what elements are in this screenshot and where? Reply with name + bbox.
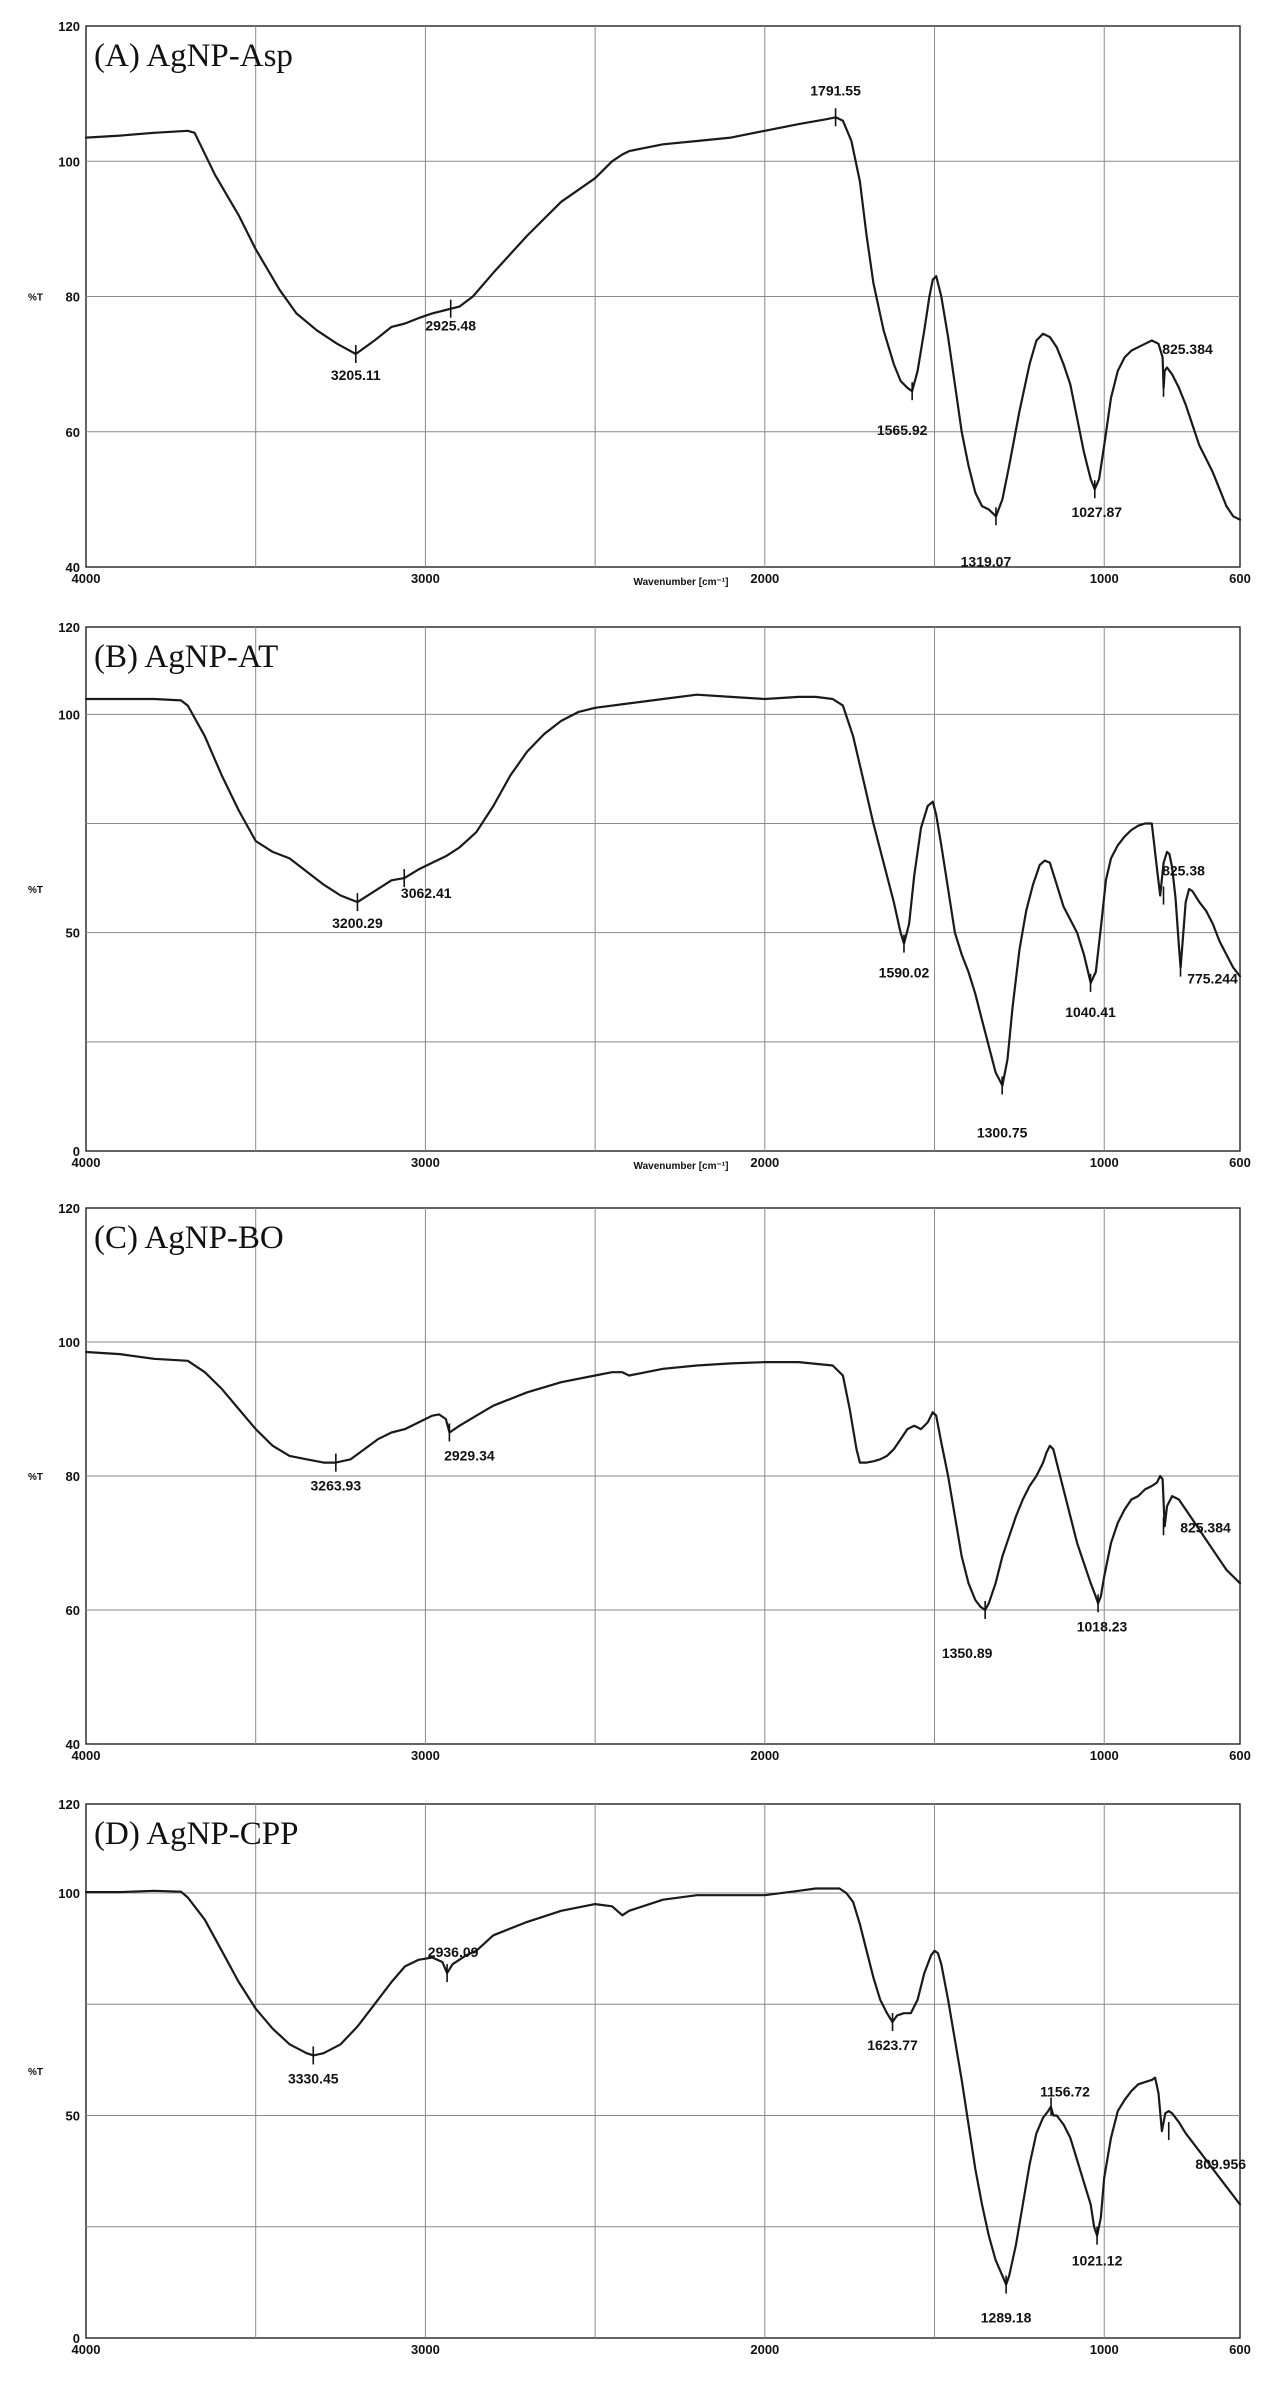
peak-label: 2925.48 [425, 318, 476, 334]
x-tick-label: 3000 [411, 571, 440, 586]
peak-label: 1350.89 [942, 1645, 993, 1661]
x-tick-label: 4000 [72, 1748, 101, 1763]
peak-label: 2929.34 [444, 1447, 495, 1463]
y-tick-label: 0 [73, 1144, 80, 1159]
spectrum-line [84, 1350, 1242, 1612]
peak-label: 3062.41 [401, 885, 452, 901]
spectrum-line [84, 1887, 1242, 2286]
x-tick-label: 2000 [750, 1748, 779, 1763]
panel-title: (A) AgNP-Asp [94, 38, 293, 74]
peak-label: 1040.41 [1065, 1004, 1116, 1020]
panel-title: (B) AgNP-AT [94, 639, 278, 675]
peak-label: 775.244 [1187, 971, 1238, 987]
peak-label: 3200.29 [332, 915, 383, 931]
y-tick-label: 60 [66, 1603, 80, 1618]
x-tick-label: 2000 [750, 2342, 779, 2357]
x-tick-label: 4000 [72, 1155, 101, 1170]
x-tick-label: 4000 [72, 2342, 101, 2357]
x-axis-label: Wavenumber [cm⁻¹] [634, 577, 729, 588]
peak-label: 809.956 [1195, 2156, 1246, 2172]
peak-label: 1027.87 [1071, 504, 1122, 520]
plot-frame [85, 1803, 1241, 2339]
y-axis-label: %T [28, 1472, 43, 1483]
x-tick-label: 3000 [411, 1748, 440, 1763]
y-axis-label: %T [28, 885, 43, 896]
y-tick-label: 120 [58, 1797, 80, 1812]
y-tick-label: 100 [58, 707, 80, 722]
x-tick-label: 4000 [72, 571, 101, 586]
x-tick-label: 1000 [1090, 571, 1119, 586]
x-tick-label: 2000 [750, 1155, 779, 1170]
y-tick-label: 50 [66, 926, 80, 941]
y-tick-label: 120 [58, 620, 80, 635]
peak-label: 825.384 [1162, 341, 1213, 357]
peak-label: 1565.92 [877, 422, 928, 438]
y-tick-label: 40 [66, 560, 80, 575]
y-tick-label: 40 [66, 1737, 80, 1752]
y-tick-label: 120 [58, 19, 80, 34]
y-tick-label: 120 [58, 1201, 80, 1216]
x-tick-label: 600 [1229, 2342, 1251, 2357]
peak-label: 3205.11 [331, 367, 381, 383]
y-tick-label: 100 [58, 154, 80, 169]
y-tick-label: 100 [58, 1335, 80, 1350]
peak-label: 825.384 [1180, 1519, 1231, 1535]
peak-label: 1623.77 [867, 2037, 918, 2053]
y-tick-label: 100 [58, 1886, 80, 1901]
x-tick-label: 600 [1229, 1748, 1251, 1763]
peak-label: 3263.93 [311, 1478, 362, 1494]
peak-label: 1289.18 [981, 2310, 1032, 2326]
peak-label: 1156.72 [1040, 2084, 1090, 2100]
peak-label: 1018.23 [1077, 1618, 1128, 1634]
peak-label: 1791.55 [810, 82, 861, 98]
peak-label: 1300.75 [977, 1125, 1028, 1141]
peak-label: 1590.02 [879, 965, 930, 981]
x-tick-label: 1000 [1090, 2342, 1119, 2357]
peak-label: 3330.45 [288, 2070, 339, 2086]
x-tick-label: 2000 [750, 571, 779, 586]
x-tick-label: 3000 [411, 1155, 440, 1170]
x-tick-label: 600 [1229, 571, 1251, 586]
plot-frame [85, 626, 1241, 1152]
y-tick-label: 50 [66, 2109, 80, 2124]
y-axis-label: %T [28, 293, 43, 304]
x-tick-label: 3000 [411, 2342, 440, 2357]
peak-label: 1021.12 [1072, 2253, 1123, 2269]
x-tick-label: 600 [1229, 1155, 1251, 1170]
peak-label: 825.38 [1162, 863, 1205, 879]
y-tick-label: 0 [73, 2331, 80, 2346]
x-tick-label: 1000 [1090, 1155, 1119, 1170]
panel-title: (C) AgNP-BO [94, 1220, 284, 1256]
panel-title: (D) AgNP-CPP [94, 1816, 298, 1852]
y-tick-label: 80 [66, 1469, 80, 1484]
y-tick-label: 60 [66, 425, 80, 440]
spectrum-line [84, 116, 1242, 521]
y-axis-label: %T [28, 2067, 43, 2078]
spectrum-line [84, 693, 1242, 1087]
peak-label: 1319.07 [961, 553, 1012, 569]
peak-label: 2936.09 [428, 1944, 479, 1960]
x-tick-label: 1000 [1090, 1748, 1119, 1763]
y-tick-label: 80 [66, 290, 80, 305]
x-axis-label: Wavenumber [cm⁻¹] [634, 1161, 729, 1172]
